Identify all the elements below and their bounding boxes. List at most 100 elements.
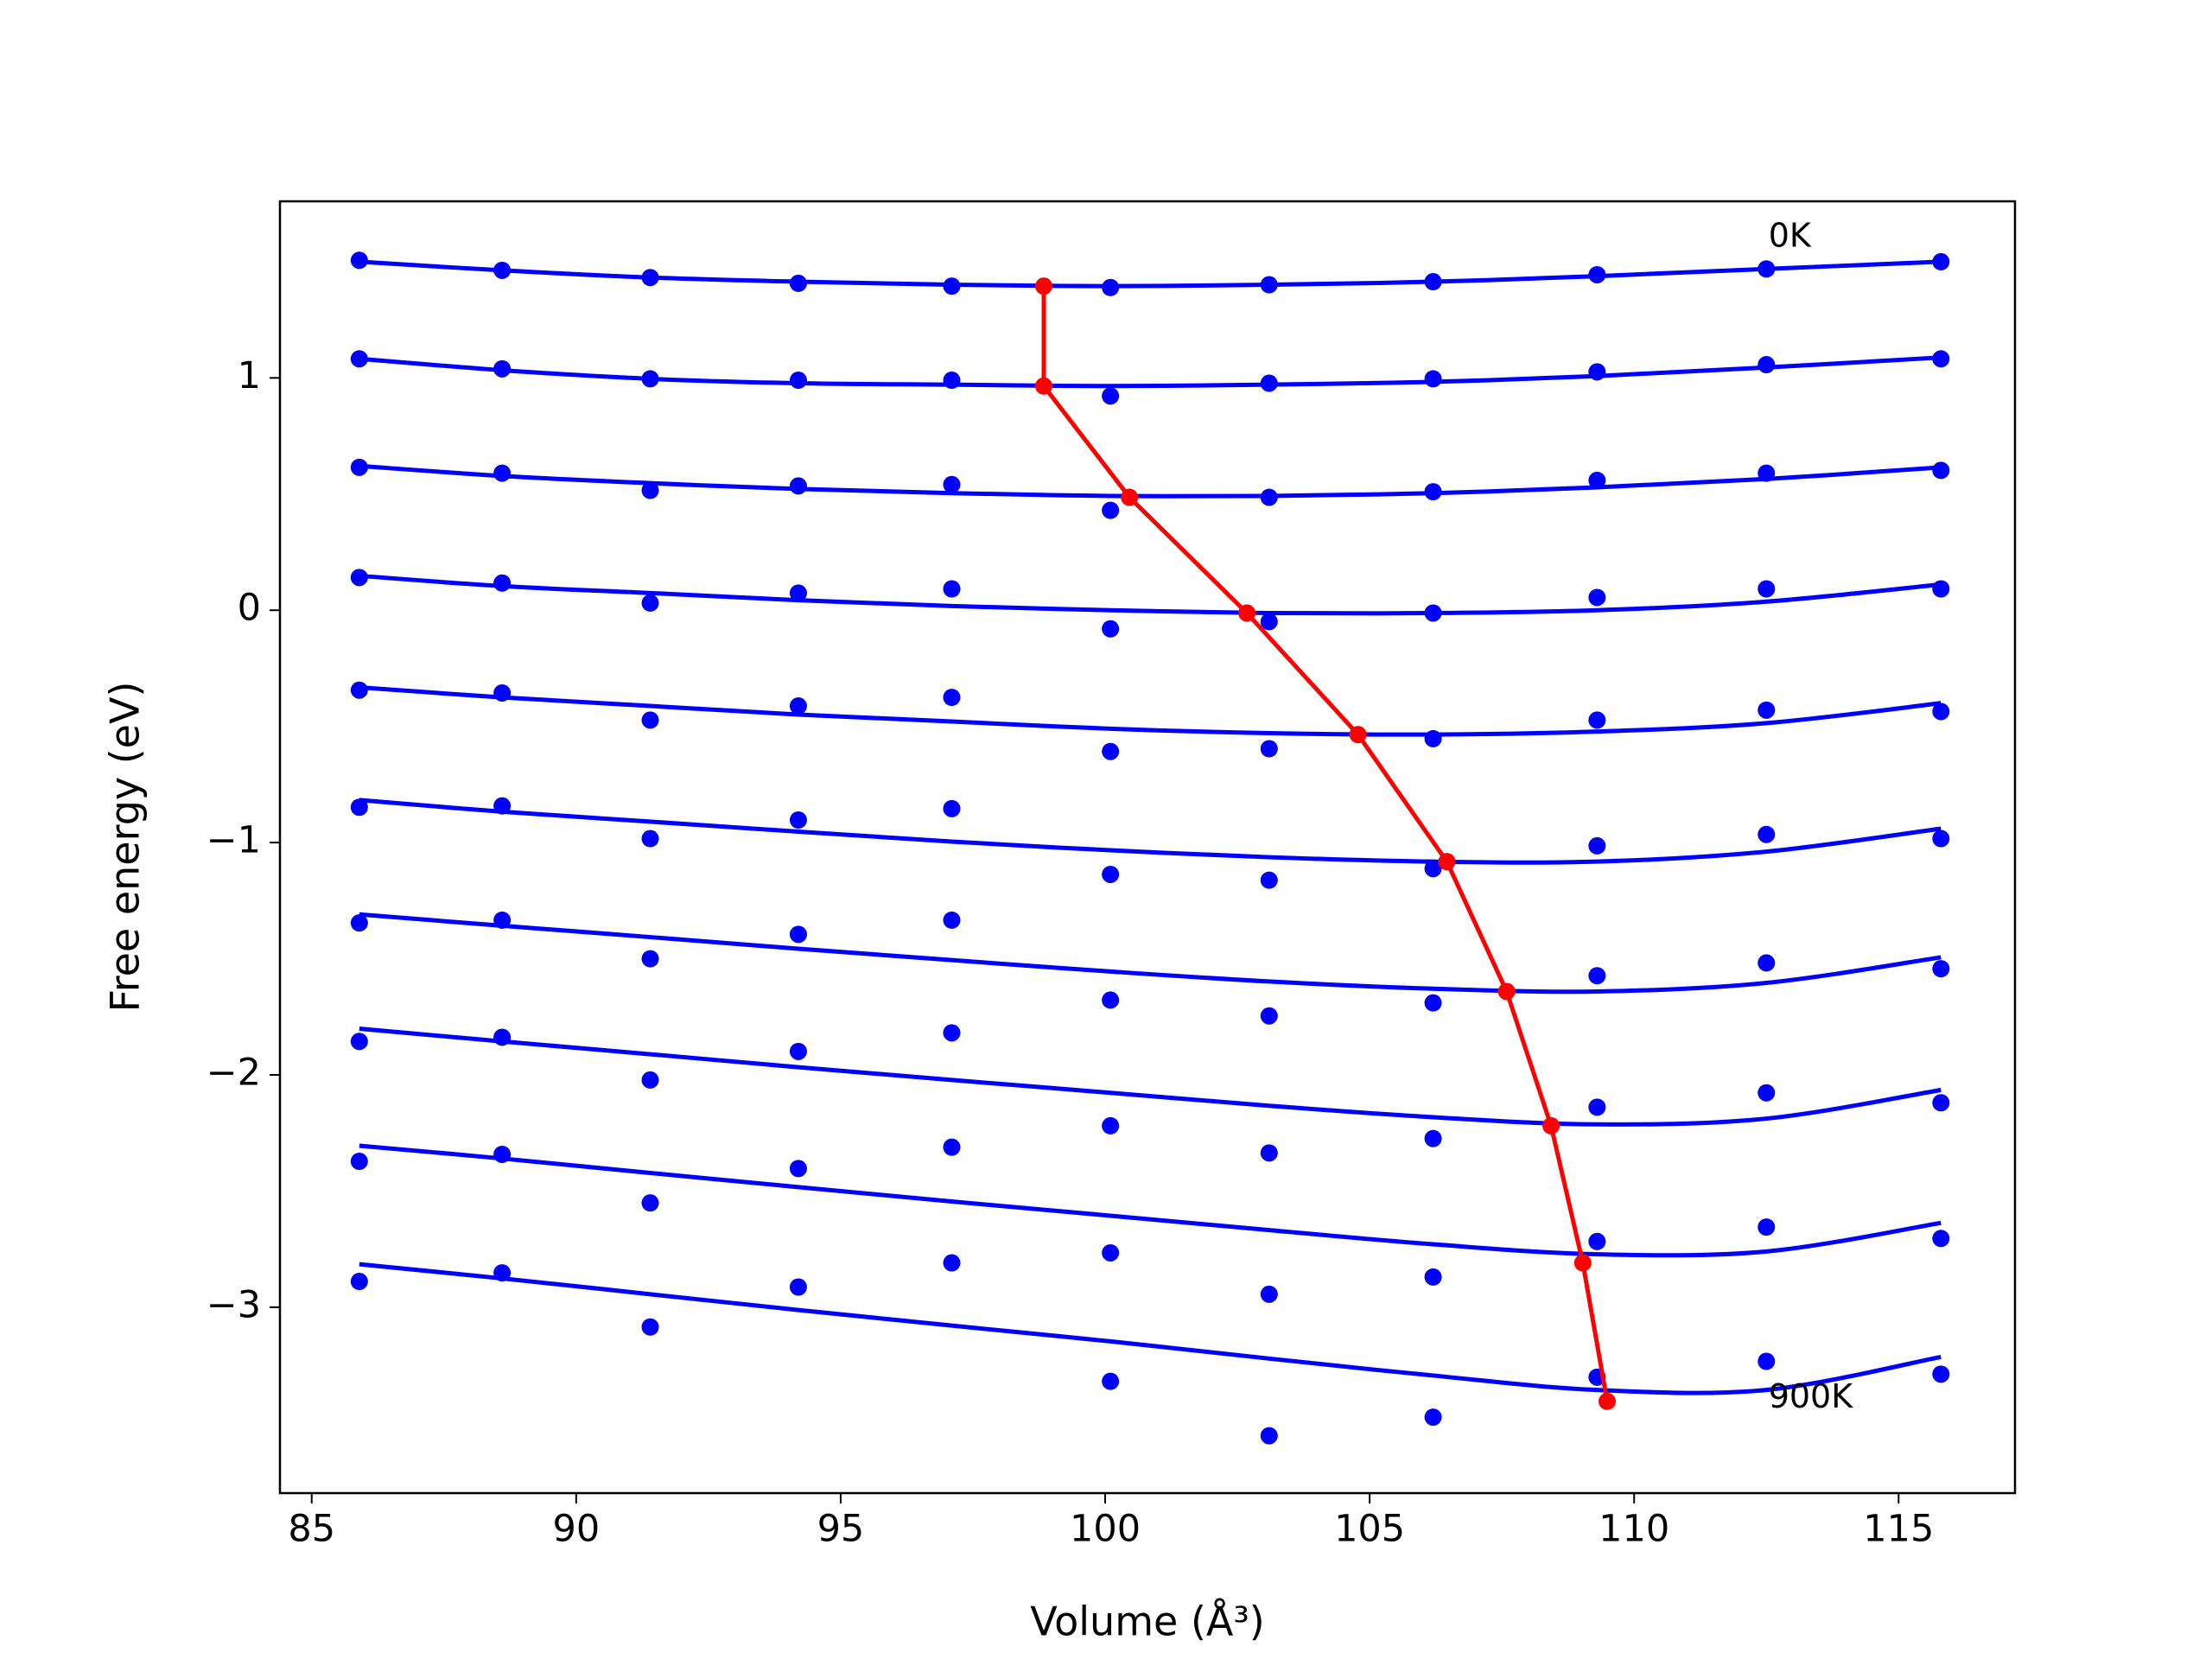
minima-line: [1041, 286, 1610, 1402]
fit-curve: [359, 355, 1942, 389]
y-tick-label: −3: [207, 1283, 261, 1326]
data-point: [1758, 825, 1776, 843]
minimum-point: [1238, 604, 1256, 622]
data-point: [1260, 276, 1278, 294]
data-point: [350, 350, 368, 368]
x-tick-label: 100: [1070, 1508, 1141, 1551]
data-point: [1758, 1352, 1776, 1370]
x-tick-label: 115: [1863, 1508, 1934, 1551]
x-tick-label: 90: [552, 1508, 600, 1551]
data-point: [493, 574, 512, 592]
data-point: [1424, 483, 1442, 501]
data-point: [1102, 501, 1120, 519]
y-axis-label: Free energy (eV): [102, 682, 149, 1013]
y-tick-label: 1: [238, 354, 261, 397]
data-point: [1424, 860, 1442, 878]
data-point: [1102, 865, 1120, 883]
y-tick-label: 0: [238, 587, 261, 630]
data-point: [1588, 363, 1606, 381]
fit-curve: [359, 685, 1942, 737]
y-tick-label: −2: [207, 1052, 261, 1095]
data-point: [350, 569, 368, 587]
data-point: [641, 269, 659, 287]
data-point: [789, 925, 807, 944]
data-point: [1102, 1116, 1120, 1135]
data-point: [1758, 701, 1776, 719]
data-point: [1588, 967, 1606, 985]
data-point: [493, 359, 512, 378]
data-point: [493, 1264, 512, 1282]
data-point: [1260, 871, 1278, 889]
data-point: [350, 251, 368, 270]
minimum-point: [1438, 853, 1456, 871]
data-point: [1588, 1232, 1606, 1250]
data-point: [1424, 994, 1442, 1012]
data-point: [493, 261, 512, 279]
data-point: [943, 475, 961, 493]
data-point: [493, 911, 512, 929]
data-point: [1758, 954, 1776, 972]
x-axis-label: Volume (Å³): [1030, 1599, 1265, 1645]
data-point: [1588, 588, 1606, 607]
x-tick-label: 85: [288, 1508, 335, 1551]
data-point: [1588, 836, 1606, 855]
data-point: [1932, 461, 1950, 480]
data-point: [350, 1033, 368, 1051]
data-point: [1932, 1365, 1950, 1383]
data-point: [789, 1160, 807, 1178]
data-point: [1260, 1427, 1278, 1445]
plot-frame: [278, 200, 2017, 1495]
data-point: [641, 481, 659, 499]
data-point: [1102, 387, 1120, 405]
data-point: [1932, 252, 1950, 270]
data-point: [1102, 991, 1120, 1009]
data-point: [1758, 356, 1776, 374]
minimum-point: [1121, 488, 1139, 506]
data-point: [789, 1042, 807, 1060]
data-point: [641, 830, 659, 848]
data-point: [641, 1071, 659, 1089]
data-point: [1260, 1144, 1278, 1162]
data-point: [350, 914, 368, 932]
data-point: [943, 277, 961, 296]
data-point: [1260, 740, 1278, 758]
data-point: [1260, 488, 1278, 506]
data-point: [350, 1273, 368, 1291]
x-tick-label: 105: [1334, 1508, 1405, 1551]
data-point: [1932, 1230, 1950, 1248]
data-point: [1932, 702, 1950, 721]
data-point: [789, 811, 807, 830]
data-point: [1758, 1218, 1776, 1236]
data-point: [641, 1318, 659, 1336]
data-point: [1424, 1129, 1442, 1147]
data-point: [1102, 620, 1120, 638]
data-point: [641, 1194, 659, 1212]
fit-curve: [359, 1143, 1942, 1258]
data-point: [943, 1254, 961, 1272]
data-point: [1588, 265, 1606, 283]
minimum-point: [1349, 726, 1367, 744]
x-tick-label: 95: [817, 1508, 865, 1551]
data-point: [943, 1024, 961, 1042]
data-point: [641, 711, 659, 729]
fit-curve: [359, 573, 1942, 616]
data-point: [1932, 580, 1950, 598]
data-point: [641, 594, 659, 612]
data-point: [943, 580, 961, 598]
data-point: [350, 798, 368, 817]
data-point: [1260, 374, 1278, 392]
minimum-point: [1035, 277, 1053, 296]
fit-curve: [359, 912, 1942, 995]
data-point: [641, 370, 659, 388]
data-point: [350, 681, 368, 699]
data-point: [943, 689, 961, 707]
data-point: [1932, 350, 1950, 368]
fit-curve: [359, 463, 1942, 499]
data-point: [1260, 1007, 1278, 1025]
data-point: [1758, 260, 1776, 278]
data-point: [1758, 580, 1776, 598]
minimum-point: [1598, 1392, 1616, 1410]
data-point: [1424, 1408, 1442, 1427]
x-tick-label: 110: [1599, 1508, 1669, 1551]
